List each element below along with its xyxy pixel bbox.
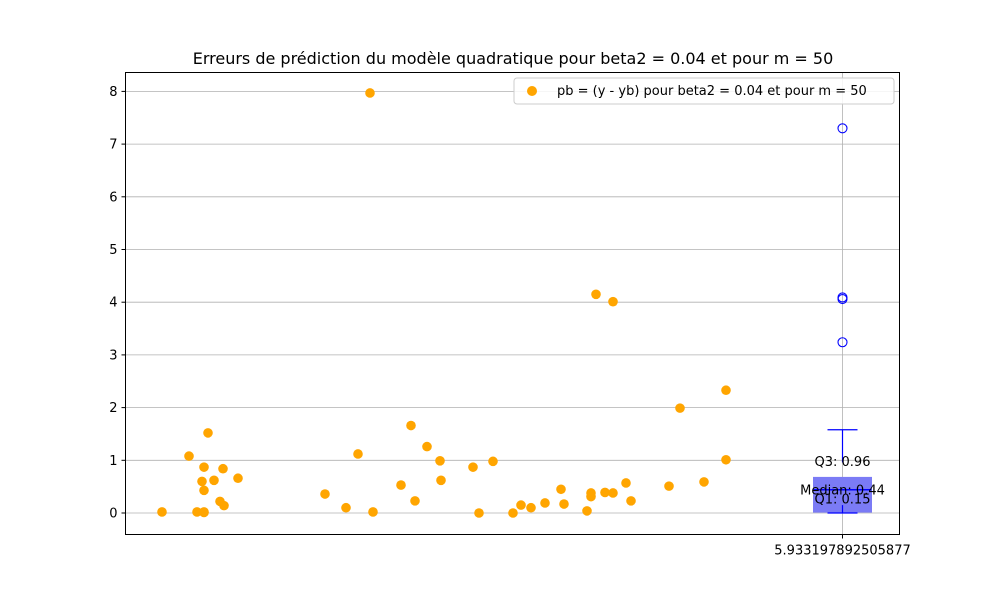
data-point [209,475,219,486]
data-point [721,454,731,465]
y-tick-label: 6 [109,190,117,205]
data-point [341,502,351,513]
y-axis: 0 1 2 3 4 5 6 7 8 [109,85,126,522]
data-point [586,491,596,502]
y-tick-label: 2 [109,401,117,416]
data-point [608,488,618,498]
data-point [468,462,478,472]
data-point [219,500,229,511]
y-tick-label: 3 [109,348,117,363]
data-point [699,477,709,487]
data-point [410,496,420,506]
data-point [540,498,550,508]
y-tick-label: 7 [109,138,117,153]
q3-label: Q3: 0.96 [815,455,871,470]
legend-label: pb = (y - yb) pour beta2 = 0.04 et pour … [557,84,867,99]
data-point [626,496,636,506]
data-point [320,489,330,499]
data-point [422,441,432,452]
data-point [406,420,416,431]
legend: pb = (y - yb) pour beta2 = 0.04 et pour … [513,77,895,105]
outlier-point [837,292,848,303]
data-point [218,463,228,474]
data-point [203,428,213,438]
q1-label: Q1: 0.15 [815,493,871,508]
data-point [199,485,209,496]
legend-box [513,77,895,105]
data-point [184,451,194,461]
data-point [721,385,731,396]
data-point [488,456,498,467]
data-point [436,475,446,486]
data-point [664,481,674,491]
x-tick-label: 5.933197892505877 [774,544,910,559]
median-label: Median: 0.44 [800,483,885,498]
data-point [199,507,209,518]
data-point [600,487,610,498]
plot-frame [125,72,900,535]
data-point [353,449,363,459]
data-point [559,499,569,509]
data-point [435,456,445,466]
y-tick-label: 4 [109,296,117,311]
data-point [556,484,566,495]
data-point [157,507,167,517]
data-point [675,403,685,413]
outlier-point [837,123,848,134]
data-point [608,296,618,307]
y-tick-label: 5 [109,243,117,258]
data-point [508,508,518,518]
data-point [365,88,375,98]
data-point [199,462,209,472]
x-axis: 5.933197892505877 [774,534,911,559]
outlier-point [837,337,848,348]
data-point [582,506,592,516]
y-tick-label: 1 [109,454,117,469]
data-point [396,480,406,490]
y-tick-label: 8 [109,85,117,100]
grid [125,72,900,535]
data-point [526,502,536,513]
data-point [591,289,601,300]
data-point [516,500,526,510]
data-point [197,476,207,487]
data-point [233,473,243,484]
data-point [368,507,378,517]
chart-title: Erreurs de prédiction du modèle quadrati… [193,49,834,68]
data-point [474,508,484,518]
legend-marker [527,86,537,96]
data-point [621,478,631,488]
y-tick-label: 0 [109,507,117,522]
data-point [192,507,202,517]
scatter-series [157,88,731,518]
